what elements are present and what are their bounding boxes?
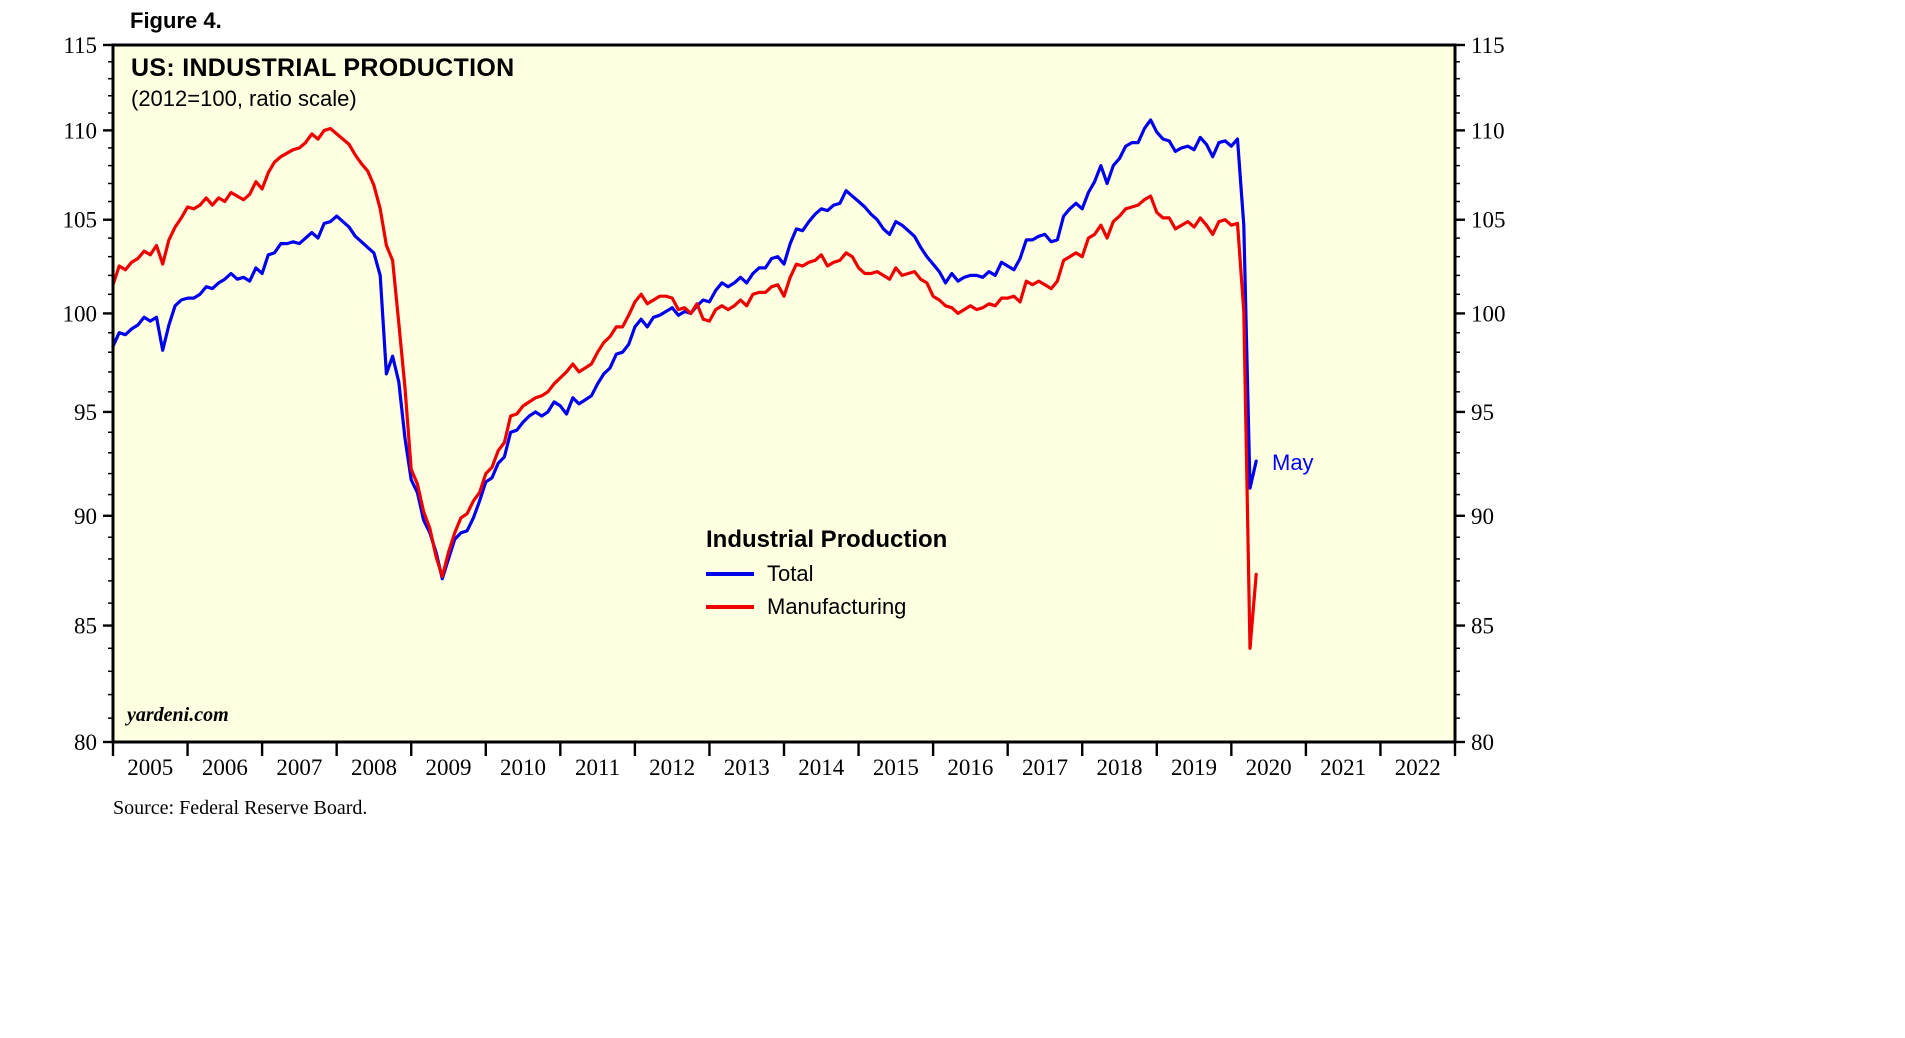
- x-axis-label: 2022: [1395, 755, 1441, 780]
- x-axis-label: 2011: [575, 755, 620, 780]
- series-line-total: [111, 118, 1258, 581]
- y-axis-label-right: 110: [1471, 118, 1505, 143]
- x-axis-label: 2015: [873, 755, 919, 780]
- y-axis-label-right: 105: [1471, 208, 1506, 233]
- y-axis-label-left: 115: [63, 33, 97, 58]
- y-axis-label-left: 95: [74, 400, 97, 425]
- legend-title: Industrial Production: [706, 526, 948, 553]
- y-axis-label-left: 105: [63, 208, 98, 233]
- watermark: yardeni.com: [127, 704, 229, 726]
- chart-subtitle: (2012=100, ratio scale): [131, 86, 357, 111]
- legend: Industrial Production Total Manufacturin…: [706, 526, 947, 620]
- x-axis-label: 2013: [724, 755, 770, 780]
- legend-swatch-total: [706, 572, 754, 576]
- y-axis-label-left: 90: [74, 504, 97, 529]
- x-axis-label: 2018: [1097, 755, 1143, 780]
- x-axis-label: 2010: [500, 755, 546, 780]
- x-axis-label: 2007: [276, 755, 322, 780]
- legend-label-total: Total: [767, 561, 814, 586]
- y-axis-label-right: 115: [1471, 33, 1505, 58]
- legend-label-manufacturing: Manufacturing: [767, 594, 907, 619]
- legend-swatch-manufacturing: [706, 605, 754, 609]
- legend-item-total: Total: [706, 561, 947, 587]
- x-axis-label: 2014: [798, 755, 845, 780]
- chart-title: US: INDUSTRIAL PRODUCTION: [131, 54, 515, 82]
- x-axis-label: 2008: [351, 755, 397, 780]
- series-line-manufacturing: [111, 127, 1258, 650]
- x-axis-label: 2005: [127, 755, 173, 780]
- y-axis-label-right: 80: [1471, 730, 1494, 755]
- y-axis-label-right: 90: [1471, 504, 1494, 529]
- y-axis-label-left: 80: [74, 730, 97, 755]
- y-axis-label-right: 85: [1471, 614, 1494, 639]
- x-axis-label: 2019: [1171, 755, 1217, 780]
- figure-label: Figure 4.: [130, 8, 222, 33]
- plot-background: [113, 45, 1455, 742]
- x-axis-label: 2012: [649, 755, 695, 780]
- x-axis-label: 2021: [1320, 755, 1366, 780]
- annotation-may-label: May: [1272, 450, 1314, 475]
- y-axis-label-left: 110: [63, 118, 97, 143]
- y-axis-label-right: 100: [1471, 301, 1506, 326]
- x-axis-label: 2016: [947, 755, 993, 780]
- x-axis-label: 2009: [426, 755, 472, 780]
- x-axis-label: 2006: [202, 755, 248, 780]
- source-note: Source: Federal Reserve Board.: [113, 797, 368, 819]
- y-axis-label-left: 85: [74, 614, 97, 639]
- y-axis-label-right: 95: [1471, 400, 1494, 425]
- x-axis-label: 2017: [1022, 755, 1068, 780]
- legend-item-manufacturing: Manufacturing: [706, 594, 947, 620]
- x-axis-label: 2020: [1246, 755, 1292, 780]
- y-axis-label-left: 100: [63, 301, 98, 326]
- plot-border: [111, 43, 1457, 744]
